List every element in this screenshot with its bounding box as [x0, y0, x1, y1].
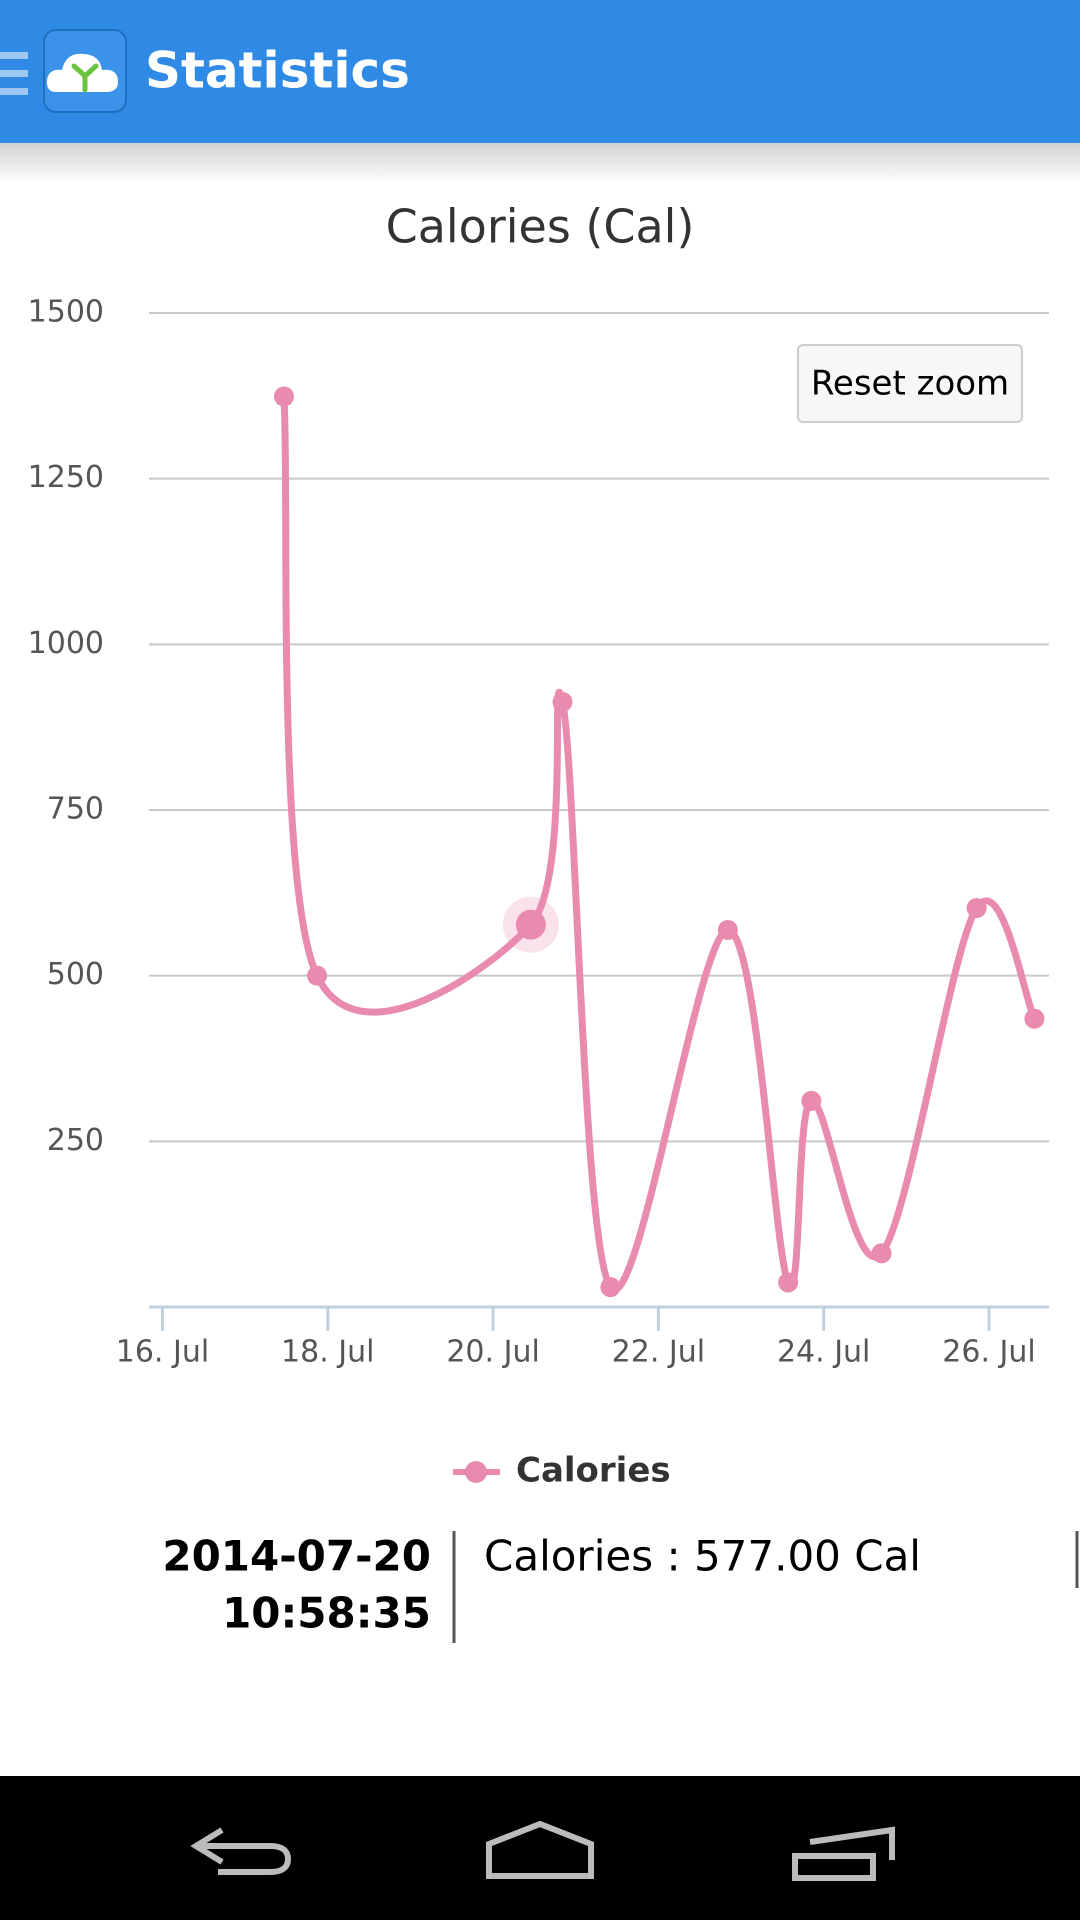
- point: [871, 1243, 892, 1264]
- menu-icon[interactable]: [0, 52, 28, 95]
- point: [600, 1277, 621, 1298]
- x-tick-label: 20. Jul: [446, 1335, 539, 1370]
- legend-marker: [465, 1461, 487, 1483]
- reset-zoom-button[interactable]: Reset zoom: [797, 344, 1023, 423]
- tooltip-date: 2014-07-20: [162, 1532, 431, 1581]
- y-tick-label: 750: [47, 792, 104, 827]
- series-line: [280, 396, 1038, 1294]
- back-button[interactable]: [190, 1827, 292, 1875]
- point: [1024, 1008, 1045, 1029]
- x-tick-label: 16. Jul: [116, 1335, 209, 1370]
- chart-title: Calories (Cal): [386, 200, 695, 254]
- point: [717, 919, 738, 940]
- recents-button[interactable]: [792, 1826, 895, 1881]
- nav-buttons: [190, 1820, 895, 1881]
- y-tick-label: 1250: [28, 460, 104, 495]
- tooltip-time: 10:58:35: [222, 1589, 431, 1638]
- button-box[interactable]: [797, 344, 1023, 423]
- app-bar: [0, 0, 1080, 143]
- app-title: Statistics: [145, 42, 410, 100]
- point: [778, 1272, 799, 1293]
- point: [515, 909, 546, 940]
- y-tick-label: 250: [47, 1123, 104, 1158]
- home-button[interactable]: [486, 1820, 594, 1879]
- point: [966, 898, 987, 919]
- legend-label[interactable]: Calories: [516, 1451, 671, 1491]
- app-icon: [43, 29, 127, 113]
- y-tick-label: 1500: [28, 295, 104, 330]
- x-tick-label: 26. Jul: [942, 1335, 1035, 1370]
- plot: 250 500 750 1000 1250 1500 16. Jul 18. Jul 20. J…: [28, 295, 1049, 1370]
- y-tick-label: 500: [47, 957, 104, 992]
- nav-bar: [0, 1776, 1080, 1920]
- y-tick-label: 1000: [28, 626, 104, 661]
- tooltip-text: Calories : 577.00 Cal: [484, 1532, 921, 1581]
- x-tick-label: 22. Jul: [612, 1335, 705, 1370]
- point: [801, 1090, 822, 1111]
- legend[interactable]: Calories: [453, 1451, 671, 1491]
- x-tick-label: 18. Jul: [281, 1335, 374, 1370]
- tooltip: 2014-07-20 10:58:35 Calories : 577.00 Ca…: [162, 1531, 1079, 1643]
- app-bar-shadow: [0, 143, 1080, 183]
- point: [552, 691, 573, 712]
- button-label[interactable]: Reset zoom: [811, 364, 1009, 404]
- x-tick-label: 24. Jul: [777, 1335, 870, 1370]
- point: [307, 965, 328, 986]
- point: [273, 386, 294, 407]
